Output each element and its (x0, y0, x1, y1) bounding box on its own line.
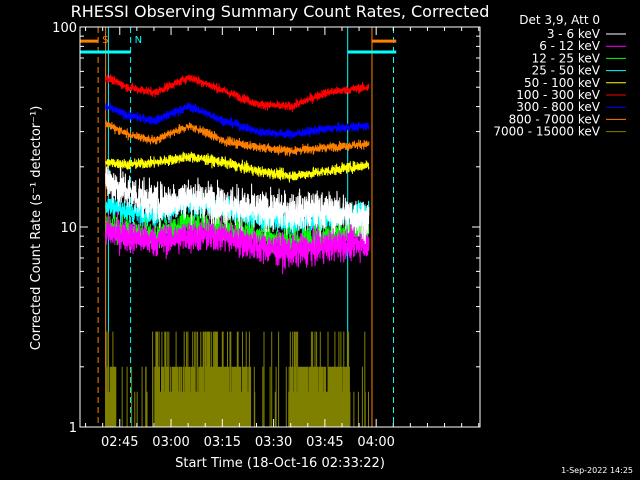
legend-label: 50 - 100 keV (524, 76, 601, 90)
marker-label: N (135, 35, 142, 46)
series-5 (105, 74, 370, 113)
series-4 (105, 151, 370, 183)
chart-title: RHESSI Observing Summary Count Rates, Co… (71, 2, 490, 21)
x-tick-label: 03:00 (152, 435, 189, 450)
legend-label: 300 - 800 keV (516, 100, 600, 114)
series-8 (105, 331, 369, 427)
series-0 (105, 165, 370, 244)
x-axis: 02:45 03:00 03:15 03:30 03:45 04:00 (85, 27, 480, 450)
x-tick-label: 03:30 (255, 435, 292, 450)
y-tick-label: 10 (60, 221, 77, 236)
series-1 (105, 211, 370, 275)
y-axis-label: Corrected Count Rate (s⁻¹ detector⁻¹) (29, 106, 44, 351)
y-tick-label: 100 (52, 21, 77, 36)
y-tick-label: 1 (69, 421, 77, 436)
legend-label: 3 - 6 keV (547, 27, 601, 41)
legend-label: 100 - 300 keV (516, 88, 600, 102)
series-7 (105, 120, 370, 157)
x-tick-label: 04:00 (357, 435, 394, 450)
x-tick-label: 03:15 (204, 435, 241, 450)
legend-label: 12 - 25 keV (532, 51, 601, 65)
x-tick-label: 02:45 (101, 435, 138, 450)
x-axis-label: Start Time (18-Oct-16 02:33:22) (175, 456, 385, 471)
legend-label: 25 - 50 keV (532, 64, 601, 78)
legend-label: 800 - 7000 keV (509, 112, 601, 126)
legend-title: Det 3,9, Att 0 (519, 13, 600, 27)
footer-date: 1-Sep-2022 14:25 (561, 466, 633, 475)
series-6 (105, 102, 370, 140)
x-tick-label: 03:45 (306, 435, 343, 450)
plot-area: SN (80, 27, 397, 427)
legend-label: 7000 - 15000 keV (493, 125, 600, 139)
legend-label: 6 - 12 keV (539, 39, 601, 53)
y-axis: 1 10 100 (52, 21, 480, 436)
